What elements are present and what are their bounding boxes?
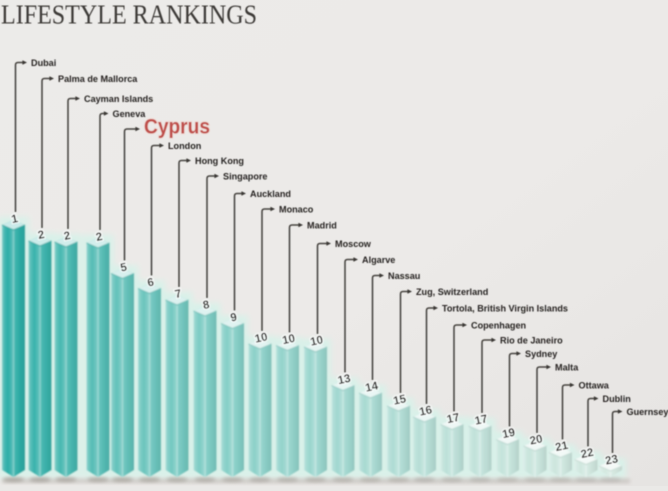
svg-text:Geneva: Geneva [113,109,147,119]
svg-text:Tortola, British Virgin Island: Tortola, British Virgin Islands [442,303,568,313]
svg-text:Cayman Islands: Cayman Islands [84,94,153,104]
svg-text:Rio de Janeiro: Rio de Janeiro [500,335,563,345]
svg-text:Zug, Switzerland: Zug, Switzerland [416,287,488,297]
svg-text:Malta: Malta [555,362,579,372]
svg-text:Copenhagen: Copenhagen [471,320,526,330]
svg-text:Hong Kong: Hong Kong [195,156,244,166]
svg-text:Nassau: Nassau [388,271,420,281]
svg-text:Dublin: Dublin [603,394,631,404]
svg-text:Cyprus: Cyprus [144,116,210,139]
svg-text:Madrid: Madrid [307,220,337,230]
svg-text:Auckland: Auckland [250,189,291,199]
svg-text:Dubai: Dubai [31,58,56,68]
svg-text:Guernsey: Guernsey [627,407,668,417]
svg-text:Ottawa: Ottawa [579,380,610,390]
svg-text:Monaco: Monaco [279,204,314,214]
svg-text:Sydney: Sydney [525,349,558,359]
svg-text:Moscow: Moscow [335,239,372,249]
svg-text:London: London [168,141,201,151]
svg-text:Palma de Mallorca: Palma de Mallorca [58,74,138,84]
svg-text:LIFESTYLE RANKINGS: LIFESTYLE RANKINGS [1,0,257,30]
svg-text:Algarve: Algarve [362,255,395,265]
svg-text:Singapore: Singapore [223,171,267,181]
